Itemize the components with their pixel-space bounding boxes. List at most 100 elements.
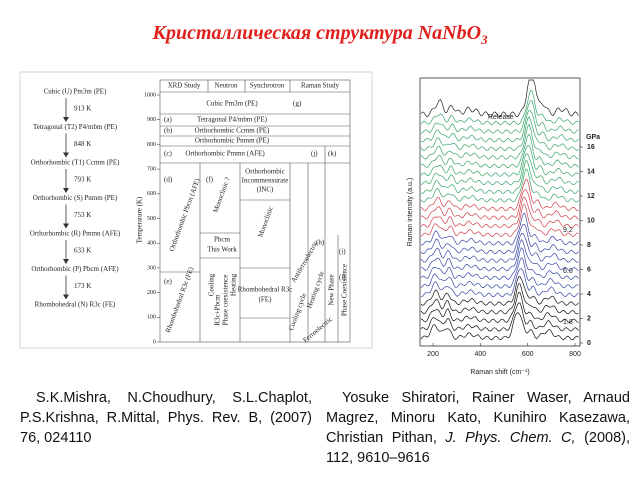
panel-letter: (k) [328, 150, 337, 158]
spectrum-curve [420, 246, 579, 281]
pressure-tick-label: 8 [587, 242, 591, 249]
spectrum-curve [420, 196, 579, 229]
panel-letter: (i) [339, 248, 346, 256]
phase-label: Incommensurate [242, 177, 289, 185]
y-tick-label: 600 [147, 191, 156, 197]
phase-label: Orthorhombic Ccmm (PE) [195, 127, 270, 135]
spectra-frame [419, 77, 581, 347]
pressure-annotation: 1.8 [563, 319, 573, 326]
pressure-tick-label: 12 [587, 193, 595, 200]
phase-name: Orthorhombic (S) Pnmm (PE) [33, 194, 118, 202]
phase-label: (FE) [259, 296, 273, 304]
x-axis-label: Raman shift (cm⁻¹) [470, 369, 529, 376]
transition-temp: 753 K [74, 211, 91, 219]
spectrum-curve [420, 239, 579, 272]
phase-label: Pbcm [214, 236, 231, 244]
phase-label: Heating [230, 273, 238, 296]
phase-label: (INC) [257, 186, 274, 194]
pressure-tick-label: 6 [587, 266, 591, 273]
spectrum-curve [420, 116, 579, 152]
spectrum-curve [420, 123, 579, 160]
spectrum-curve [420, 110, 579, 143]
spectrum-curve [420, 153, 579, 186]
arrow-head [63, 117, 69, 122]
phase-name: Cubic (U) Pm3m (PE) [44, 88, 107, 96]
spectrum-curve [420, 233, 579, 263]
arrow-head [63, 188, 69, 193]
transition-temp: 633 K [74, 247, 91, 255]
caption-left: S.K.Mishra, N.Choudhury, S.L.Chaplot, P.… [20, 390, 312, 446]
pressure-annotation: 6.0 [563, 268, 573, 275]
phase-name: Orthorhombic (P) Pbcm (AFE) [31, 265, 119, 273]
column-header: Neutron [215, 82, 238, 90]
y-axis-label: Temperature (K) [136, 196, 144, 243]
arrow-head [63, 152, 69, 158]
y-tick-label: 300 [147, 265, 156, 271]
left-figure-frame [19, 71, 373, 349]
phase-name: Orthorhombic (T1) Ccmm (PE) [31, 159, 121, 167]
pressure-tick-label: 0 [587, 340, 591, 347]
phase-label: R3c+Pbcm [214, 294, 222, 326]
phase-name: Tetragonal (T2) P4/mbm (PE) [33, 123, 118, 131]
transition-temp: 848 K [74, 140, 91, 148]
panel-letter: (e) [164, 278, 172, 286]
x-tick-label: 400 [474, 351, 486, 358]
caption-authors: Yosuke Shiratori, Rainer Waser, Arnaud M… [326, 390, 630, 446]
phase-label: Rhombohedral R3c [238, 286, 293, 294]
title-text: Кристаллическая структура NaNbO [152, 22, 482, 44]
panel-letter: (f) [206, 176, 214, 184]
phase-label: This Work [207, 246, 237, 254]
phase-label: Phase Coexistence [341, 264, 349, 316]
pressure-tick-label: 4 [587, 291, 591, 298]
title-subscript: 3 [481, 32, 488, 47]
spectrum-curve [420, 168, 579, 203]
release-label: Release [488, 114, 514, 121]
arrow-head [63, 223, 69, 229]
phase-label: Cooling [208, 273, 216, 296]
spectrum-curve [420, 145, 579, 177]
spectrum-curve [420, 312, 579, 341]
spectrum-curve [420, 257, 579, 289]
phase-name: Rhombohedral (N) R3c (FE) [35, 301, 116, 309]
spectrum-curve [420, 178, 579, 212]
phase-name: Orthorhombic (R) Pmmn (AFE) [30, 230, 121, 238]
y-tick-label: 500 [147, 216, 156, 222]
panel-letter: (g) [293, 100, 302, 108]
x-tick-label: 800 [569, 351, 581, 358]
y-tick-label: 700 [147, 166, 156, 172]
panel-letter: (l) [339, 274, 346, 282]
caption-details: (2008), 112, 9610–9616 [326, 430, 631, 466]
phase-label: Tetragonal P4/mbm (PE) [197, 116, 268, 124]
spectrum-curve [420, 268, 579, 298]
spectrum-curve [420, 212, 579, 246]
pressure-tick-label: 16 [587, 144, 595, 151]
spectrum-curve [420, 291, 579, 324]
column-header: XRD Study [168, 82, 201, 90]
figures: XRD Study Neutron Synchrotron Raman Stud… [19, 71, 600, 376]
panel-letter: (h) [316, 239, 325, 247]
slide-title: Кристаллическая структура NaNbO3 [0, 22, 640, 48]
pressure-annotation: 9.2 [563, 227, 573, 234]
y-tick-label: 800 [147, 142, 156, 148]
spectrum-curve [420, 203, 579, 237]
spectrum-curve [420, 133, 579, 169]
phase-label: Cubic Pm3m (PE) [206, 100, 258, 108]
phase-chart [159, 79, 351, 343]
spectrum-curve [420, 79, 579, 118]
phase-label: Orthorhombic Pnmm (PE) [195, 137, 270, 145]
spectrum-curve [420, 189, 579, 220]
y-tick-label: 100 [147, 315, 156, 321]
phase-label: Orthorhombic Pmmn (AFE) [185, 150, 265, 158]
panel-letter: (b) [164, 127, 173, 135]
spectrum-curve [420, 276, 579, 306]
panel-letter: (d) [164, 176, 173, 184]
unit-label: GPa [586, 134, 600, 141]
caption-journal: J. Phys. Chem. C, [445, 430, 576, 446]
spectrum-curve [420, 283, 579, 315]
y-tick-label: 0 [153, 339, 156, 345]
y-tick-label: 900 [147, 117, 156, 123]
phase-label: Phase coexistence [222, 275, 230, 326]
caption-right: Yosuke Shiratori, Rainer Waser, Arnaud M… [326, 388, 630, 468]
spectrum-curve [420, 159, 579, 195]
